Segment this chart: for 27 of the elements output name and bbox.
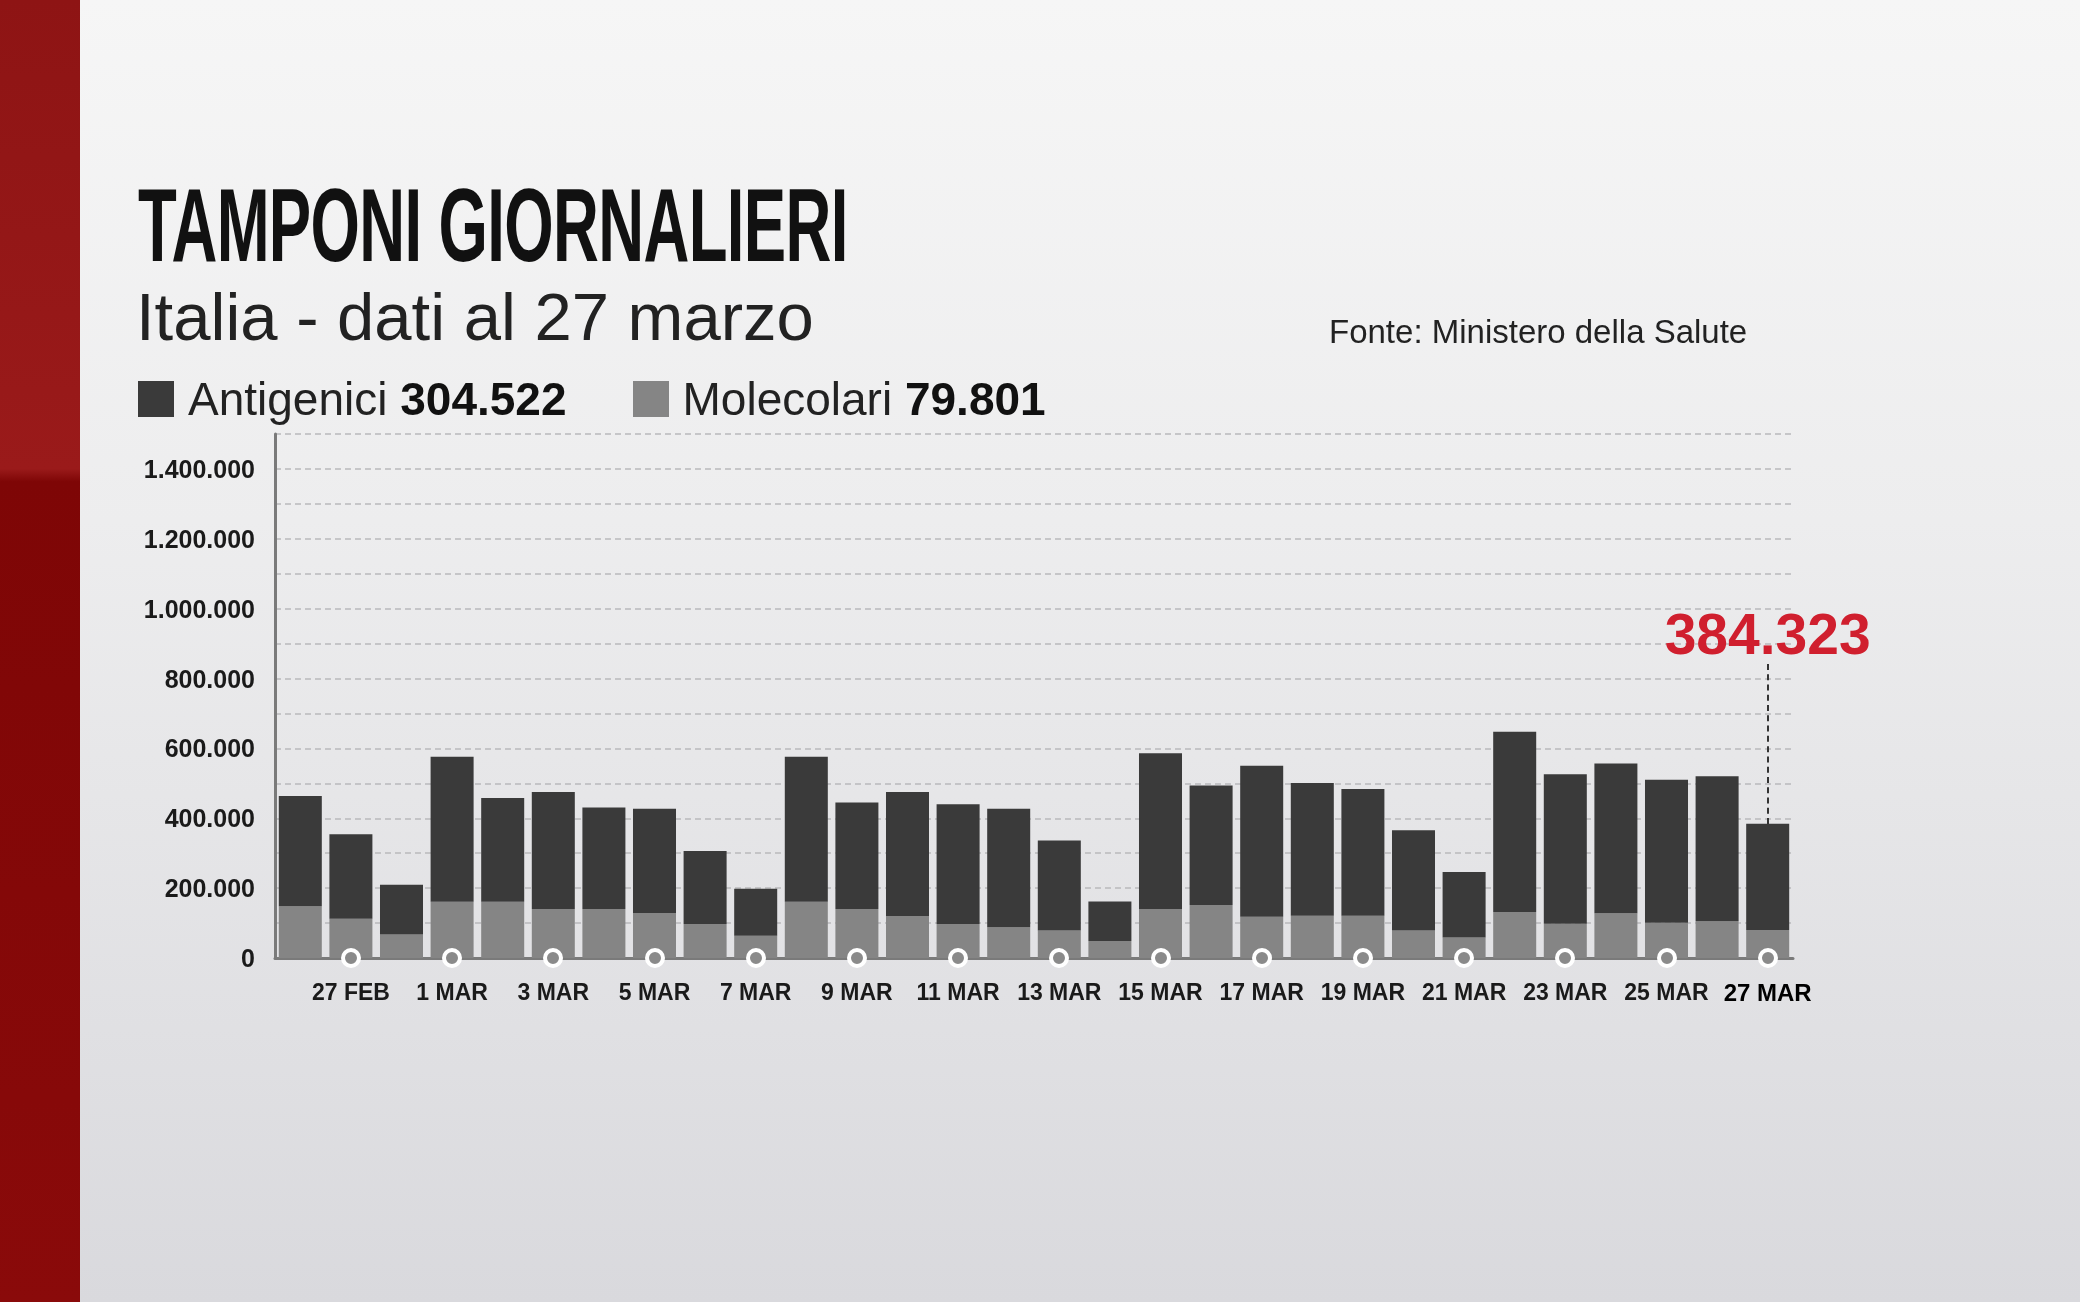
y-tick-label: 1.400.000 xyxy=(143,454,255,483)
x-tick-label: 9 MAR xyxy=(821,978,894,1005)
annotation: 384.323 xyxy=(1664,601,1871,666)
x-tick-label: 23 MAR xyxy=(1523,978,1608,1005)
x-tick-label: 21 MAR xyxy=(1421,978,1507,1005)
y-tick-label: 0 xyxy=(241,944,255,972)
y-tick-label: 600.000 xyxy=(164,734,255,763)
x-tick-label: 17 MAR xyxy=(1219,978,1305,1005)
y-tick-label: 1.000.000 xyxy=(143,594,255,623)
x-tick-label: 3 MAR xyxy=(517,978,590,1005)
x-tick-label: 27 FEB xyxy=(311,978,390,1005)
x-tick-label: 15 MAR xyxy=(1118,978,1204,1005)
x-tick-label: 13 MAR xyxy=(1017,978,1102,1005)
y-tick-label: 800.000 xyxy=(164,664,255,693)
x-tick-label: 19 MAR xyxy=(1320,978,1406,1005)
x-tick-label: 27 MAR xyxy=(1723,978,1812,1006)
x-tick-label: 25 MAR xyxy=(1624,978,1710,1005)
x-tick-label: 11 MAR xyxy=(916,978,1001,1005)
x-tick-label: 1 MAR xyxy=(416,978,489,1005)
y-tick-label: 400.000 xyxy=(164,804,255,833)
y-tick-label: 1.200.000 xyxy=(143,524,255,553)
legend-label: Molecolari 79.801 xyxy=(682,373,1046,425)
y-tick-label: 200.000 xyxy=(164,874,255,903)
x-tick-label: 7 MAR xyxy=(719,978,792,1005)
legend-label: Antigenici 304.522 xyxy=(188,373,567,425)
x-tick-label: 5 MAR xyxy=(618,978,691,1005)
source-note: Fonte: Ministero della Salute xyxy=(1329,312,1748,352)
